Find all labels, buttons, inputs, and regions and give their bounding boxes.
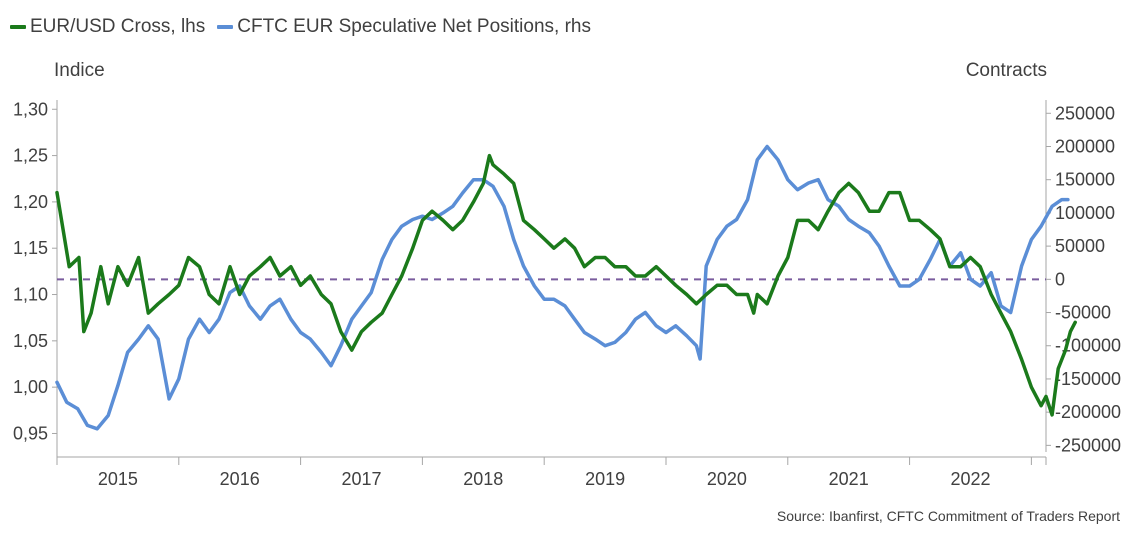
left-y-tick-label: 1,30 [13, 99, 48, 119]
right-y-tick-label: -200000 [1055, 402, 1121, 422]
left-axis-title: Indice [54, 60, 105, 81]
legend-item-eurusd: EUR/USD Cross, lhs [10, 16, 205, 38]
x-tick-label: 2017 [341, 469, 381, 489]
eurusd-series-line [55, 153, 1077, 417]
x-tick-label: 2016 [220, 469, 260, 489]
right-y-tick-label: 150000 [1055, 170, 1115, 190]
left-y-tick-label: 1,00 [13, 377, 48, 397]
left-y-tick-label: 0,95 [13, 423, 48, 443]
x-tick-label: 2019 [585, 469, 625, 489]
cftc-series-line [55, 144, 1070, 431]
left-y-tick-label: 1,05 [13, 331, 48, 351]
x-tick-label: 2018 [463, 469, 503, 489]
left-y-tick-label: 1,20 [13, 192, 48, 212]
right-y-tick-label: 100000 [1055, 203, 1115, 223]
right-y-tick-label: 50000 [1055, 236, 1105, 256]
x-tick-label: 2021 [829, 469, 869, 489]
left-y-tick-label: 1,10 [13, 285, 48, 305]
right-y-tick-label: -250000 [1055, 435, 1121, 455]
right-y-tick-label: -150000 [1055, 369, 1121, 389]
right-y-tick-label: -50000 [1055, 303, 1111, 323]
x-tick-label: 2015 [98, 469, 138, 489]
legend-swatch-cftc [217, 25, 234, 29]
legend-label-cftc: CFTC EUR Speculative Net Positions, rhs [237, 16, 591, 37]
legend-swatch-eurusd [10, 25, 26, 29]
source-note: Source: Ibanfirst, CFTC Commitment of Tr… [776, 508, 1120, 524]
legend-label-eurusd: EUR/USD Cross, lhs [30, 16, 206, 37]
legend-item-cftc: CFTC EUR Speculative Net Positions, rhs [217, 16, 591, 38]
right-y-tick-label: 250000 [1055, 103, 1115, 123]
right-y-tick-label: 200000 [1055, 136, 1115, 156]
x-tick-label: 2020 [707, 469, 747, 489]
x-tick-label: 2022 [950, 469, 990, 489]
legend: EUR/USD Cross, lhs CFTC EUR Speculative … [10, 16, 603, 38]
left-y-tick-label: 1,25 [13, 146, 48, 166]
right-y-tick-label: -100000 [1055, 336, 1121, 356]
right-axis-title: Contracts [965, 60, 1047, 81]
right-y-tick-label: 0 [1055, 269, 1065, 289]
left-y-tick-label: 1,15 [13, 238, 48, 258]
